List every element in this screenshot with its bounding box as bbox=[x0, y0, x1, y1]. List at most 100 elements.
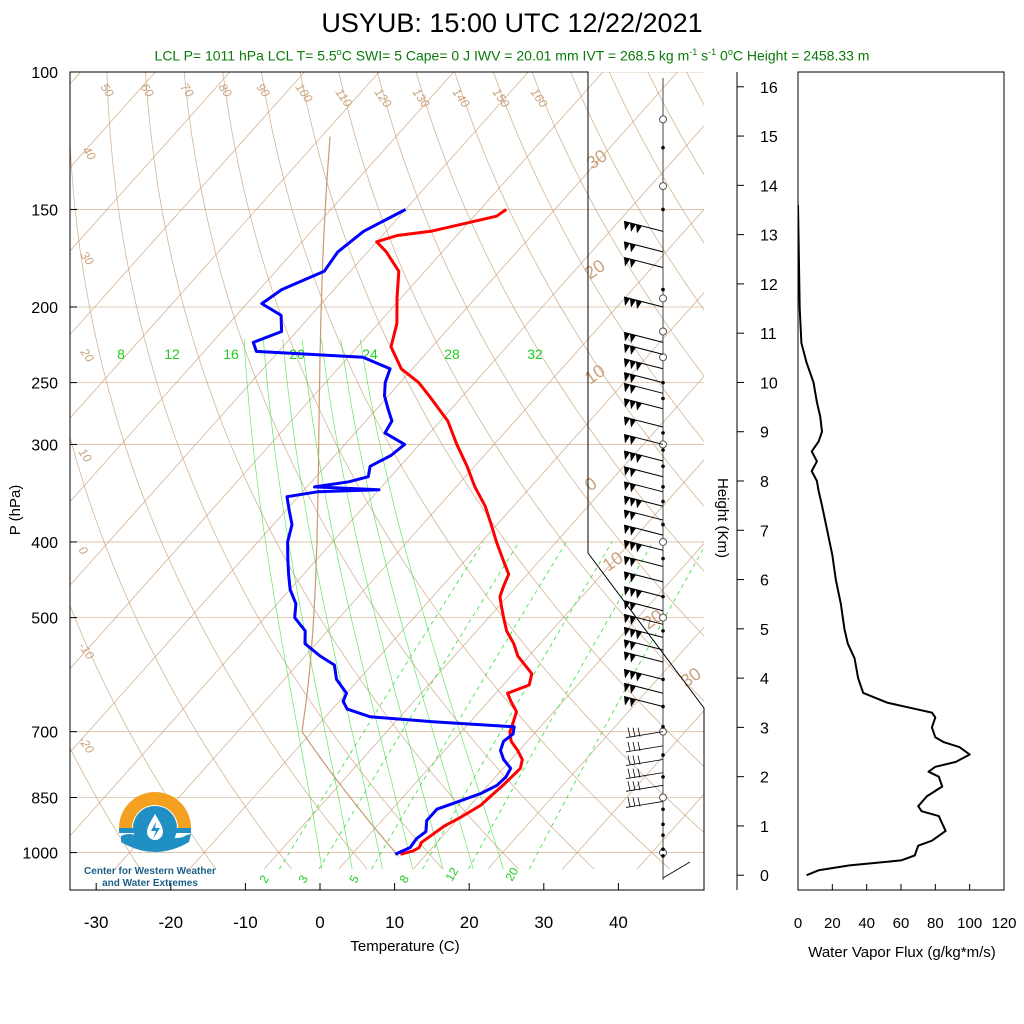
wind-barb-shaft bbox=[623, 466, 664, 478]
isotherm-label: 0 bbox=[581, 473, 601, 495]
wind-barb-flag bbox=[636, 672, 642, 682]
dry-adiabat-label: 100 bbox=[293, 81, 316, 106]
wind-barb-flag bbox=[630, 541, 636, 551]
wind-level-dot bbox=[661, 753, 665, 757]
mixing-ratio-label: 3 bbox=[295, 872, 311, 885]
height-axis-label: Height (Km) bbox=[714, 478, 731, 558]
wind-barb-feather bbox=[627, 755, 631, 765]
dry-adiabat-label: 120 bbox=[372, 86, 395, 111]
wind-barb-flag bbox=[624, 510, 630, 520]
wind-barb-flag bbox=[624, 639, 630, 649]
wind-level-dot bbox=[661, 145, 665, 150]
temperature-axis-label: Temperature (C) bbox=[350, 938, 459, 955]
mixing-ratio-label: 20 bbox=[502, 865, 521, 884]
mixing-ratio-label: 16 bbox=[223, 346, 239, 362]
wind-level-dot bbox=[661, 287, 665, 292]
isotherm-line bbox=[114, 208, 704, 870]
flux-tick-label: 80 bbox=[927, 915, 944, 932]
wind-barb-feather bbox=[632, 781, 636, 791]
temperature-tick-label: 40 bbox=[609, 913, 628, 932]
dry-adiabat-line bbox=[70, 135, 368, 870]
wind-barb-feather bbox=[627, 741, 631, 751]
moist-adiabat-line bbox=[301, 339, 413, 870]
wind-barb-flag bbox=[624, 417, 630, 427]
wind-barb-feather bbox=[637, 755, 641, 765]
wind-barb-flag bbox=[624, 481, 630, 491]
height-tick-label: 5 bbox=[760, 622, 769, 639]
skew-t-background-lines bbox=[70, 72, 1024, 870]
wind-barb-feather bbox=[637, 768, 641, 778]
wind-barb-shaft bbox=[623, 450, 664, 462]
wind-barb-flag bbox=[624, 450, 630, 460]
wind-level-circle bbox=[659, 327, 667, 336]
isotherm-line bbox=[70, 125, 704, 837]
wind-level-circle bbox=[659, 182, 667, 191]
wind-barb-shaft bbox=[623, 509, 664, 521]
height-tick-label: 6 bbox=[760, 573, 769, 590]
wind-barb-flag bbox=[624, 652, 630, 662]
isotherm-line bbox=[189, 292, 704, 870]
wind-barb-flag bbox=[624, 466, 630, 476]
dry-adiabat-line bbox=[106, 72, 444, 870]
isotherm-line bbox=[70, 72, 454, 503]
wind-barb-flag bbox=[630, 602, 636, 612]
wind-barb-flag bbox=[624, 296, 630, 306]
wind-barb-flag bbox=[630, 360, 636, 370]
wind-barb-flag bbox=[636, 589, 642, 599]
wind-barb-flag bbox=[630, 468, 636, 478]
wind-level-dot bbox=[661, 207, 665, 212]
wind-barb-flag bbox=[624, 241, 630, 251]
wind-barb-flag bbox=[630, 222, 636, 232]
flux-tick-label: 0 bbox=[794, 915, 802, 932]
flux-tick-label: 60 bbox=[893, 915, 910, 932]
temperature-tick-label: -30 bbox=[84, 913, 109, 932]
wind-barb-flag bbox=[630, 641, 636, 651]
wind-level-circle bbox=[659, 793, 667, 802]
wind-barb-shaft bbox=[623, 358, 664, 370]
wind-barb-flag bbox=[624, 556, 630, 566]
dry-adiabat-line bbox=[70, 747, 141, 870]
isotherm-line bbox=[712, 72, 1024, 869]
wind-level-dot bbox=[661, 833, 665, 837]
cw3e-logo bbox=[119, 792, 191, 852]
wind-barb-flag bbox=[624, 586, 630, 596]
chart-subtitle: LCL P= 1011 hPa LCL T= 5.5oC SWI= 5 Cape… bbox=[154, 47, 870, 64]
wind-barb-feather bbox=[632, 727, 636, 737]
wind-barb-flag bbox=[630, 698, 636, 708]
wind-barbs bbox=[623, 78, 691, 880]
mixing-ratio-line bbox=[371, 541, 567, 870]
wind-barb-flag bbox=[630, 243, 636, 253]
pressure-tick-label: 500 bbox=[31, 611, 58, 628]
wind-barb-shaft bbox=[623, 639, 664, 651]
temperature-tick-label: -20 bbox=[159, 913, 184, 932]
flux-tick-label: 20 bbox=[824, 915, 841, 932]
wind-barb-shaft bbox=[623, 555, 664, 567]
temperature-tick-label: 30 bbox=[534, 913, 553, 932]
temperature-tick-label: 20 bbox=[460, 913, 479, 932]
wind-barb-flag bbox=[624, 614, 630, 624]
skew-t-background-labels: 50 60 70 80 90 100 110 120 130 140 150 160403020100… bbox=[76, 81, 704, 886]
isotherm-line bbox=[412, 542, 704, 870]
wind-barb-feather bbox=[637, 741, 641, 751]
wind-barb-shaft bbox=[623, 296, 664, 308]
wind-barb-flag bbox=[624, 358, 630, 368]
wind-level-dot bbox=[661, 854, 665, 858]
height-tick-label: 13 bbox=[760, 228, 778, 245]
wind-barb-shaft bbox=[623, 256, 664, 268]
wind-barb-shaft bbox=[623, 433, 664, 445]
wind-barb-flag bbox=[630, 435, 636, 445]
wind-barb-flag bbox=[624, 496, 630, 506]
wind-barb-flag bbox=[630, 259, 636, 269]
height-tick-label: 15 bbox=[760, 129, 778, 146]
wind-barb-shaft bbox=[623, 220, 664, 232]
wind-barb-flag bbox=[630, 345, 636, 355]
wind-level-dot bbox=[661, 499, 665, 504]
height-tick-label: 1 bbox=[760, 819, 769, 836]
mixing-ratio-label: 8 bbox=[396, 872, 412, 885]
wind-barb-feather bbox=[632, 797, 636, 807]
moist-adiabat-line bbox=[243, 339, 323, 870]
wind-level-dot bbox=[661, 629, 665, 633]
wind-barb-shaft bbox=[662, 861, 691, 879]
pressure-tick-label: 1000 bbox=[22, 846, 58, 863]
